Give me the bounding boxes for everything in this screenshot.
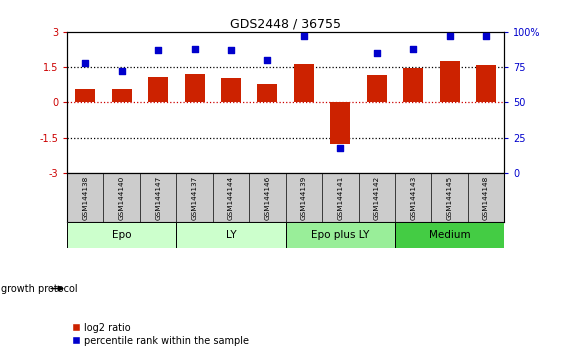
- Point: [117, 69, 127, 74]
- Text: GSM144142: GSM144142: [374, 176, 380, 220]
- Bar: [221, 78, 241, 102]
- Bar: [395, 222, 504, 248]
- Point: [445, 33, 454, 39]
- Bar: [258, 84, 278, 102]
- Text: GSM144144: GSM144144: [228, 176, 234, 220]
- Text: Medium: Medium: [429, 230, 470, 240]
- Legend: log2 ratio, percentile rank within the sample: log2 ratio, percentile rank within the s…: [72, 323, 248, 346]
- Text: Epo plus LY: Epo plus LY: [311, 230, 370, 240]
- Point: [482, 33, 491, 39]
- Bar: [286, 222, 395, 248]
- Text: GSM144139: GSM144139: [301, 176, 307, 220]
- Bar: [367, 75, 387, 102]
- Bar: [112, 90, 132, 102]
- Bar: [75, 90, 95, 102]
- Bar: [476, 65, 496, 102]
- Text: GSM144143: GSM144143: [410, 176, 416, 220]
- Text: GSM144141: GSM144141: [338, 176, 343, 220]
- Text: Epo: Epo: [112, 230, 131, 240]
- Text: GSM144137: GSM144137: [192, 176, 198, 220]
- Point: [153, 47, 163, 53]
- Point: [336, 145, 345, 150]
- Bar: [294, 64, 314, 102]
- Point: [263, 57, 272, 63]
- Text: GSM144146: GSM144146: [265, 176, 271, 220]
- Text: GSM144140: GSM144140: [119, 176, 125, 220]
- Bar: [177, 222, 286, 248]
- Text: GSM144145: GSM144145: [447, 176, 452, 220]
- Bar: [440, 61, 459, 102]
- Point: [372, 50, 381, 56]
- Bar: [331, 102, 350, 144]
- Text: LY: LY: [226, 230, 236, 240]
- Bar: [185, 74, 205, 102]
- Text: growth protocol: growth protocol: [1, 284, 78, 293]
- Point: [190, 46, 199, 52]
- Point: [80, 60, 90, 66]
- Bar: [67, 222, 177, 248]
- Text: GSM144148: GSM144148: [483, 176, 489, 220]
- Text: GSM144138: GSM144138: [82, 176, 88, 220]
- Point: [226, 47, 236, 53]
- Bar: [148, 76, 168, 102]
- Title: GDS2448 / 36755: GDS2448 / 36755: [230, 18, 341, 31]
- Point: [409, 46, 418, 52]
- Bar: [403, 68, 423, 102]
- Text: GSM144147: GSM144147: [155, 176, 161, 220]
- Point: [299, 33, 308, 39]
